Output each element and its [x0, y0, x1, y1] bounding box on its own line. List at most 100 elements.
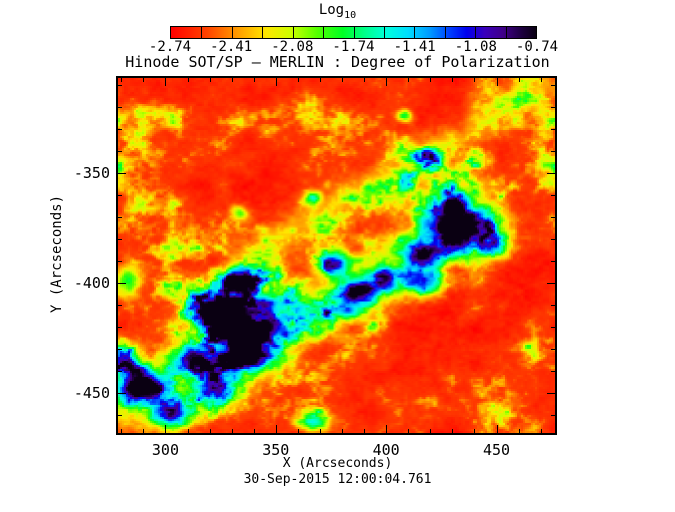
x-axis-tick — [540, 78, 542, 82]
x-axis-tick — [474, 429, 476, 433]
colorbar-tick-label: -2.74 — [148, 39, 192, 55]
x-axis-tick — [121, 429, 123, 433]
x-axis-tick — [121, 78, 123, 82]
y-axis-tick — [551, 106, 555, 108]
x-axis-tick — [518, 429, 520, 433]
colorbar-tick-label: -1.41 — [393, 39, 436, 55]
colorbar-tick-label: -2.08 — [271, 39, 314, 55]
x-axis-tick — [165, 425, 167, 433]
colorbar-tick — [475, 27, 477, 38]
x-axis-tick — [452, 78, 454, 82]
x-axis-tick — [342, 429, 344, 433]
y-axis-tick — [551, 84, 555, 86]
y-axis-tick — [118, 238, 122, 240]
colorbar-tick — [201, 27, 203, 38]
colorbar — [170, 26, 537, 39]
y-axis-tick — [551, 415, 555, 417]
heatmap-canvas — [118, 78, 555, 433]
x-axis-tick — [275, 78, 277, 86]
colorbar-tick-label: -2.41 — [210, 39, 253, 55]
x-axis-tick — [430, 78, 432, 82]
colorbar-tick-label: -1.74 — [332, 39, 375, 55]
colorbar-title: Log10 — [0, 2, 675, 21]
y-tick-label: -450 — [73, 384, 110, 403]
x-axis-tick — [540, 429, 542, 433]
x-axis-tick — [518, 78, 520, 82]
y-axis-tick — [551, 128, 555, 130]
y-axis-tick — [551, 150, 555, 152]
x-axis-tick — [165, 78, 167, 86]
x-axis-tick — [408, 78, 410, 82]
x-axis-tick — [187, 78, 189, 82]
y-axis-tick — [547, 393, 555, 395]
y-axis-tick — [547, 283, 555, 285]
y-tick-label: -350 — [73, 163, 110, 182]
colorbar-tick — [383, 27, 385, 38]
x-tick-label: 400 — [372, 441, 400, 459]
x-axis-tick — [364, 429, 366, 433]
y-axis-tick — [551, 349, 555, 351]
plot-title: Hinode SOT/SP — MERLIN : Degree of Polar… — [125, 53, 550, 71]
x-axis-tick — [297, 78, 299, 82]
x-axis-tick — [231, 78, 233, 82]
y-axis-tick — [118, 194, 122, 196]
y-axis-tick — [118, 84, 122, 86]
y-axis-tick — [118, 128, 122, 130]
x-axis-tick — [496, 425, 498, 433]
y-axis-tick — [551, 216, 555, 218]
x-axis-tick — [474, 78, 476, 82]
y-axis-tick — [551, 305, 555, 307]
colorbar-tick — [262, 27, 264, 38]
x-axis-tick — [209, 429, 211, 433]
colorbar-tick — [353, 27, 355, 38]
colorbar-tick — [444, 27, 446, 38]
y-axis-tick — [118, 106, 122, 108]
x-axis-tick — [386, 78, 388, 86]
y-axis-tick — [118, 172, 126, 174]
y-axis-tick — [118, 327, 122, 329]
x-axis-tick — [209, 78, 211, 82]
y-axis-tick — [551, 371, 555, 373]
x-axis-tick — [452, 429, 454, 433]
colorbar-tick-label: -1.08 — [454, 39, 497, 55]
y-axis-tick — [118, 305, 122, 307]
x-axis-tick — [364, 78, 366, 82]
colorbar-tick — [414, 27, 416, 38]
plot-area — [116, 76, 557, 435]
x-axis-tick — [253, 78, 255, 82]
colorbar-tick — [292, 27, 294, 38]
colorbar-tick-label: -0.74 — [515, 39, 559, 55]
y-axis-tick — [118, 261, 122, 262]
x-axis-tick — [231, 429, 233, 433]
timestamp: 30-Sep-2015 12:00:04.761 — [243, 472, 432, 487]
x-axis-tick — [319, 429, 321, 433]
y-axis-tick — [551, 261, 555, 262]
x-axis-tick — [297, 429, 299, 433]
y-axis-tick — [547, 172, 555, 174]
colorbar-tick — [323, 27, 325, 38]
x-axis-tick — [187, 429, 189, 433]
x-tick-label: 300 — [151, 441, 179, 459]
colorbar-title-main: Log — [318, 2, 345, 18]
y-axis-tick — [118, 283, 126, 285]
y-axis-tick — [551, 238, 555, 240]
colorbar-title-sub: 10 — [344, 9, 357, 21]
x-axis-tick — [143, 78, 145, 82]
x-axis-tick — [386, 425, 388, 433]
x-tick-label: 350 — [262, 441, 290, 459]
y-tick-label: -400 — [73, 274, 110, 293]
x-axis-tick — [275, 425, 277, 433]
y-axis-tick — [551, 327, 555, 329]
x-axis-tick — [430, 429, 432, 433]
x-axis-label: X (Arcseconds) — [282, 456, 393, 471]
y-axis-tick — [118, 415, 122, 417]
colorbar-tick — [231, 27, 233, 38]
x-axis-tick — [496, 78, 498, 86]
x-axis-tick — [319, 78, 321, 82]
x-axis-tick — [143, 429, 145, 433]
x-axis-tick — [342, 78, 344, 82]
y-axis-tick — [118, 216, 122, 218]
x-axis-tick — [408, 429, 410, 433]
y-axis-tick — [118, 349, 122, 351]
